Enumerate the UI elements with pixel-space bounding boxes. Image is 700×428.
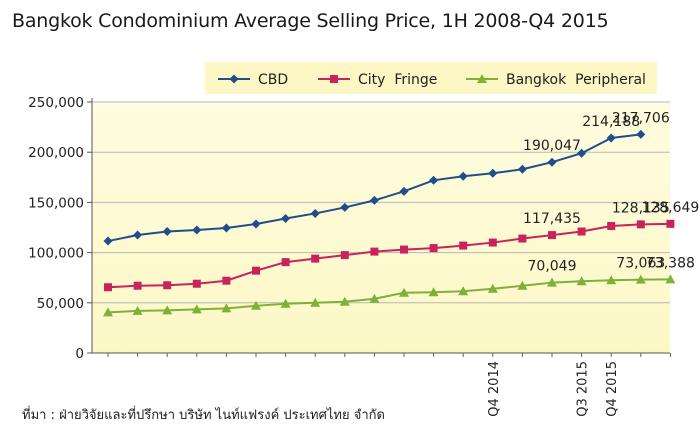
data-point [576, 276, 587, 286]
data-point [280, 298, 291, 308]
data-point [281, 258, 290, 267]
data-label: 190,047 [523, 138, 581, 154]
y-tick-label: 250,000 [28, 95, 84, 111]
data-point [252, 266, 260, 275]
data-point [488, 238, 497, 247]
data-point [104, 283, 112, 292]
y-tick-label: 150,000 [28, 195, 84, 211]
data-point [221, 223, 231, 233]
data-point [577, 148, 587, 158]
data-point [133, 281, 142, 290]
y-tick-label: 50,000 [37, 296, 84, 312]
data-point [636, 129, 646, 139]
gridlines [92, 101, 670, 304]
data-point [369, 195, 379, 205]
data-point [222, 276, 231, 285]
legend-label: CBD [258, 72, 288, 88]
data-point [133, 230, 143, 240]
y-tick-label: 0 [75, 346, 84, 362]
x-tick-label: Q3 2015 [576, 361, 591, 417]
data-point [607, 221, 616, 230]
data-point [251, 300, 261, 310]
data-point [192, 225, 202, 235]
data-point [606, 133, 616, 143]
data-point [577, 227, 586, 236]
legend: CBD City Fringe Bangkok Peripheral [205, 62, 657, 94]
data-point [339, 296, 350, 306]
data-point [547, 277, 557, 287]
data-point [229, 74, 239, 84]
plot-area [92, 102, 670, 353]
data-point [330, 75, 338, 83]
data-point [103, 307, 113, 317]
data-label: 73,388 [646, 255, 695, 271]
x-tick-label: Q4 2014 [487, 361, 502, 417]
data-point [340, 202, 350, 212]
data-point [477, 74, 487, 83]
x-axis: Q4 2014 Q3 2015 Q4 2015 [92, 352, 671, 417]
data-point [251, 219, 261, 229]
data-point [459, 241, 468, 250]
data-point [281, 213, 291, 223]
series-line [107, 222, 671, 289]
series-line [107, 278, 671, 314]
data-point [310, 297, 321, 307]
legend-label: City Fringe [358, 72, 437, 88]
x-tick-label: Q4 2015 [605, 361, 620, 417]
data-label: 128,649 [641, 200, 699, 216]
data-point [606, 275, 617, 285]
data-label: 214,188 [582, 114, 640, 130]
data-point [399, 287, 409, 297]
data-point [162, 227, 172, 237]
data-point [132, 305, 143, 315]
legend-box [205, 62, 657, 94]
data-point [666, 219, 675, 228]
data-point [636, 220, 645, 229]
data-label: 217,706 [612, 110, 670, 126]
data-point [163, 281, 172, 290]
data-point [399, 186, 409, 196]
data-point [340, 251, 349, 260]
y-tick-label: 100,000 [28, 246, 84, 262]
data-point [370, 247, 379, 256]
data-point [191, 304, 202, 314]
data-point [518, 234, 527, 243]
data-point [310, 208, 320, 218]
data-point [103, 236, 113, 246]
source-note: ที่มา : ฝ่ายวิจัยและที่ปรึกษา บริษัท ไนท… [22, 408, 385, 423]
data-point [400, 245, 408, 254]
data-point [517, 164, 527, 174]
y-tick-label: 200,000 [28, 145, 84, 161]
data-point [487, 283, 498, 293]
series-group [103, 129, 676, 317]
data-point [635, 274, 646, 284]
data-point [428, 287, 439, 297]
data-point [665, 274, 676, 284]
data-label: 73,063 [616, 256, 665, 272]
data-point [429, 175, 439, 185]
data-point [429, 244, 438, 253]
data-point [458, 286, 469, 296]
data-point [192, 279, 201, 288]
data-point [517, 280, 528, 290]
data-point [458, 171, 468, 181]
data-label: 117,435 [523, 211, 581, 227]
data-point [369, 293, 380, 303]
data-point [221, 303, 232, 313]
data-point [548, 231, 556, 240]
data-point [162, 305, 173, 315]
data-point [547, 157, 557, 167]
data-label: 70,049 [528, 259, 577, 275]
data-label: 128,135 [612, 200, 670, 216]
data-point [488, 168, 498, 178]
legend-label: Bangkok Peripheral [506, 72, 646, 88]
data-point [311, 254, 320, 263]
chart-title: Bangkok Condominium Average Selling Pric… [12, 10, 609, 32]
y-axis: 0 50,000 100,000 150,000 200,000 250,000 [28, 95, 93, 362]
